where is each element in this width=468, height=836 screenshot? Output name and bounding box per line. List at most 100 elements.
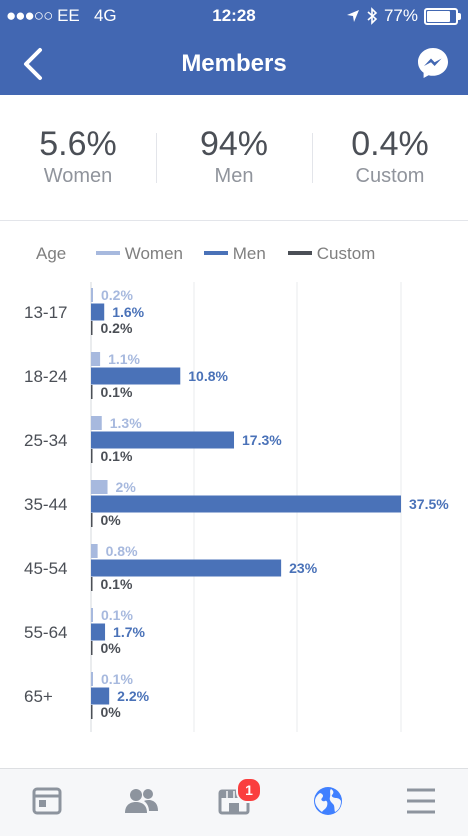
data-label: 10.8% xyxy=(188,368,228,384)
legend-swatch xyxy=(204,250,228,255)
legend-men: Men xyxy=(204,244,266,264)
legend-swatch xyxy=(96,250,120,255)
signal-dots-icon: ●●●○○ xyxy=(6,6,53,25)
bar-women xyxy=(91,288,93,302)
legend-custom: Custom xyxy=(288,244,375,264)
summary-label: Women xyxy=(43,165,113,187)
bar-women xyxy=(91,480,108,494)
chart-canvas: 13-17 0.2%1.6%0.2% 18-24 1.1% 10.8% 0.1% 25-34… xyxy=(24,282,449,732)
data-label: 0.1% xyxy=(101,607,133,623)
category-label: 13-17 xyxy=(24,303,67,322)
data-label: 1.7% xyxy=(113,624,145,640)
friends-icon xyxy=(125,789,158,813)
bar-women xyxy=(91,608,93,622)
tab-friends[interactable] xyxy=(111,779,171,823)
bar-custom xyxy=(91,385,93,399)
data-label: 0.2% xyxy=(101,287,133,303)
location-arrow-icon xyxy=(346,10,359,22)
news-feed-icon xyxy=(32,787,62,815)
data-label: 1.6% xyxy=(112,304,144,320)
data-label: 1.1% xyxy=(108,351,140,367)
bar-women xyxy=(91,416,102,430)
summary-value: 0.4% xyxy=(351,125,429,163)
clock: 12:28 xyxy=(212,6,256,25)
category-label: 35-44 xyxy=(24,495,67,514)
data-label: 1.3% xyxy=(110,415,142,431)
data-label: 0.1% xyxy=(101,384,133,400)
data-label: 0.2% xyxy=(101,320,133,336)
category-label: 55-64 xyxy=(24,623,67,642)
bar-custom xyxy=(91,705,93,719)
bar-men xyxy=(91,303,105,321)
bar-men xyxy=(91,623,106,641)
summary-men: 94% Men xyxy=(156,125,312,188)
globe-icon xyxy=(314,787,342,815)
menu-icon xyxy=(407,788,435,814)
summary-value: 5.6% xyxy=(39,125,117,163)
battery-percent: 77% xyxy=(383,6,418,25)
legend-swatch xyxy=(288,250,312,255)
data-label: 0% xyxy=(101,640,122,656)
bar-men xyxy=(91,367,181,385)
summary-label: Custom xyxy=(355,165,425,187)
bar-men xyxy=(91,495,401,513)
data-label: 0.1% xyxy=(101,671,133,687)
age-gender-chart: 13-17 0.2% 1.6% 0.2% 18-24 1.1% 10.8% 0.1% 25-34… xyxy=(0,282,468,732)
nav-bar: Members xyxy=(0,40,468,88)
battery-icon xyxy=(424,7,461,25)
data-label: 0.1% xyxy=(101,576,133,592)
notification-badge: 1 xyxy=(236,777,262,803)
bar-custom xyxy=(91,577,93,591)
legend-label: Women xyxy=(124,244,183,263)
data-label: 37.5% xyxy=(409,496,449,512)
carrier-info: ●●●○○ EE 4G xyxy=(6,6,117,26)
bar-men xyxy=(91,687,110,705)
tab-marketplace[interactable]: 1 xyxy=(204,777,264,823)
network-type: 4G xyxy=(93,6,117,25)
legend-label: Custom xyxy=(316,244,376,263)
bar-custom xyxy=(91,321,93,335)
summary-custom: 0.4% Custom xyxy=(312,125,468,188)
legend-age-title: Age xyxy=(36,244,67,263)
chart-legend: Age Women Men Custom xyxy=(0,244,468,266)
data-label: 2% xyxy=(116,479,137,495)
data-label: 17.3% xyxy=(242,432,282,448)
category-label: 25-34 xyxy=(24,431,67,450)
data-label: 0.1% xyxy=(101,448,133,464)
tab-globe[interactable] xyxy=(298,779,358,823)
data-label: 0% xyxy=(101,704,122,720)
data-label: 0.8% xyxy=(106,543,138,559)
bar-women xyxy=(91,352,101,366)
legend-label: Men xyxy=(232,244,266,263)
legend-women: Women xyxy=(96,244,183,264)
bar-men xyxy=(91,431,235,449)
category-label: 45-54 xyxy=(24,559,67,578)
bar-men xyxy=(91,559,282,577)
summary-label: Men xyxy=(214,165,254,187)
bar-custom xyxy=(91,449,93,463)
gender-summary: 5.6% Women 94% Men 0.4% Custom xyxy=(0,95,468,221)
data-label: 2.2% xyxy=(117,688,149,704)
category-label: 18-24 xyxy=(24,367,67,386)
tab-bar: 1 xyxy=(0,768,468,836)
divider xyxy=(156,133,157,183)
back-icon[interactable] xyxy=(18,46,48,82)
status-bar: ●●●○○ EE 4G 12:28 77% xyxy=(0,6,468,28)
messenger-icon[interactable] xyxy=(416,46,450,80)
status-right: 77% xyxy=(346,6,461,26)
carrier-name: EE xyxy=(57,6,80,25)
data-label: 23% xyxy=(289,560,318,576)
tab-news-feed[interactable] xyxy=(17,779,77,823)
tab-menu[interactable] xyxy=(391,779,451,823)
header: ●●●○○ EE 4G 12:28 77% Members xyxy=(0,0,468,95)
bar-custom xyxy=(91,513,93,527)
bar-women xyxy=(91,544,98,558)
bluetooth-icon xyxy=(367,7,378,25)
bar-women xyxy=(91,672,93,686)
bar-custom xyxy=(91,641,93,655)
summary-women: 5.6% Women xyxy=(0,125,156,188)
divider xyxy=(312,133,313,183)
data-label: 0% xyxy=(101,512,122,528)
category-label: 65+ xyxy=(24,687,53,706)
page-title: Members xyxy=(181,50,287,77)
